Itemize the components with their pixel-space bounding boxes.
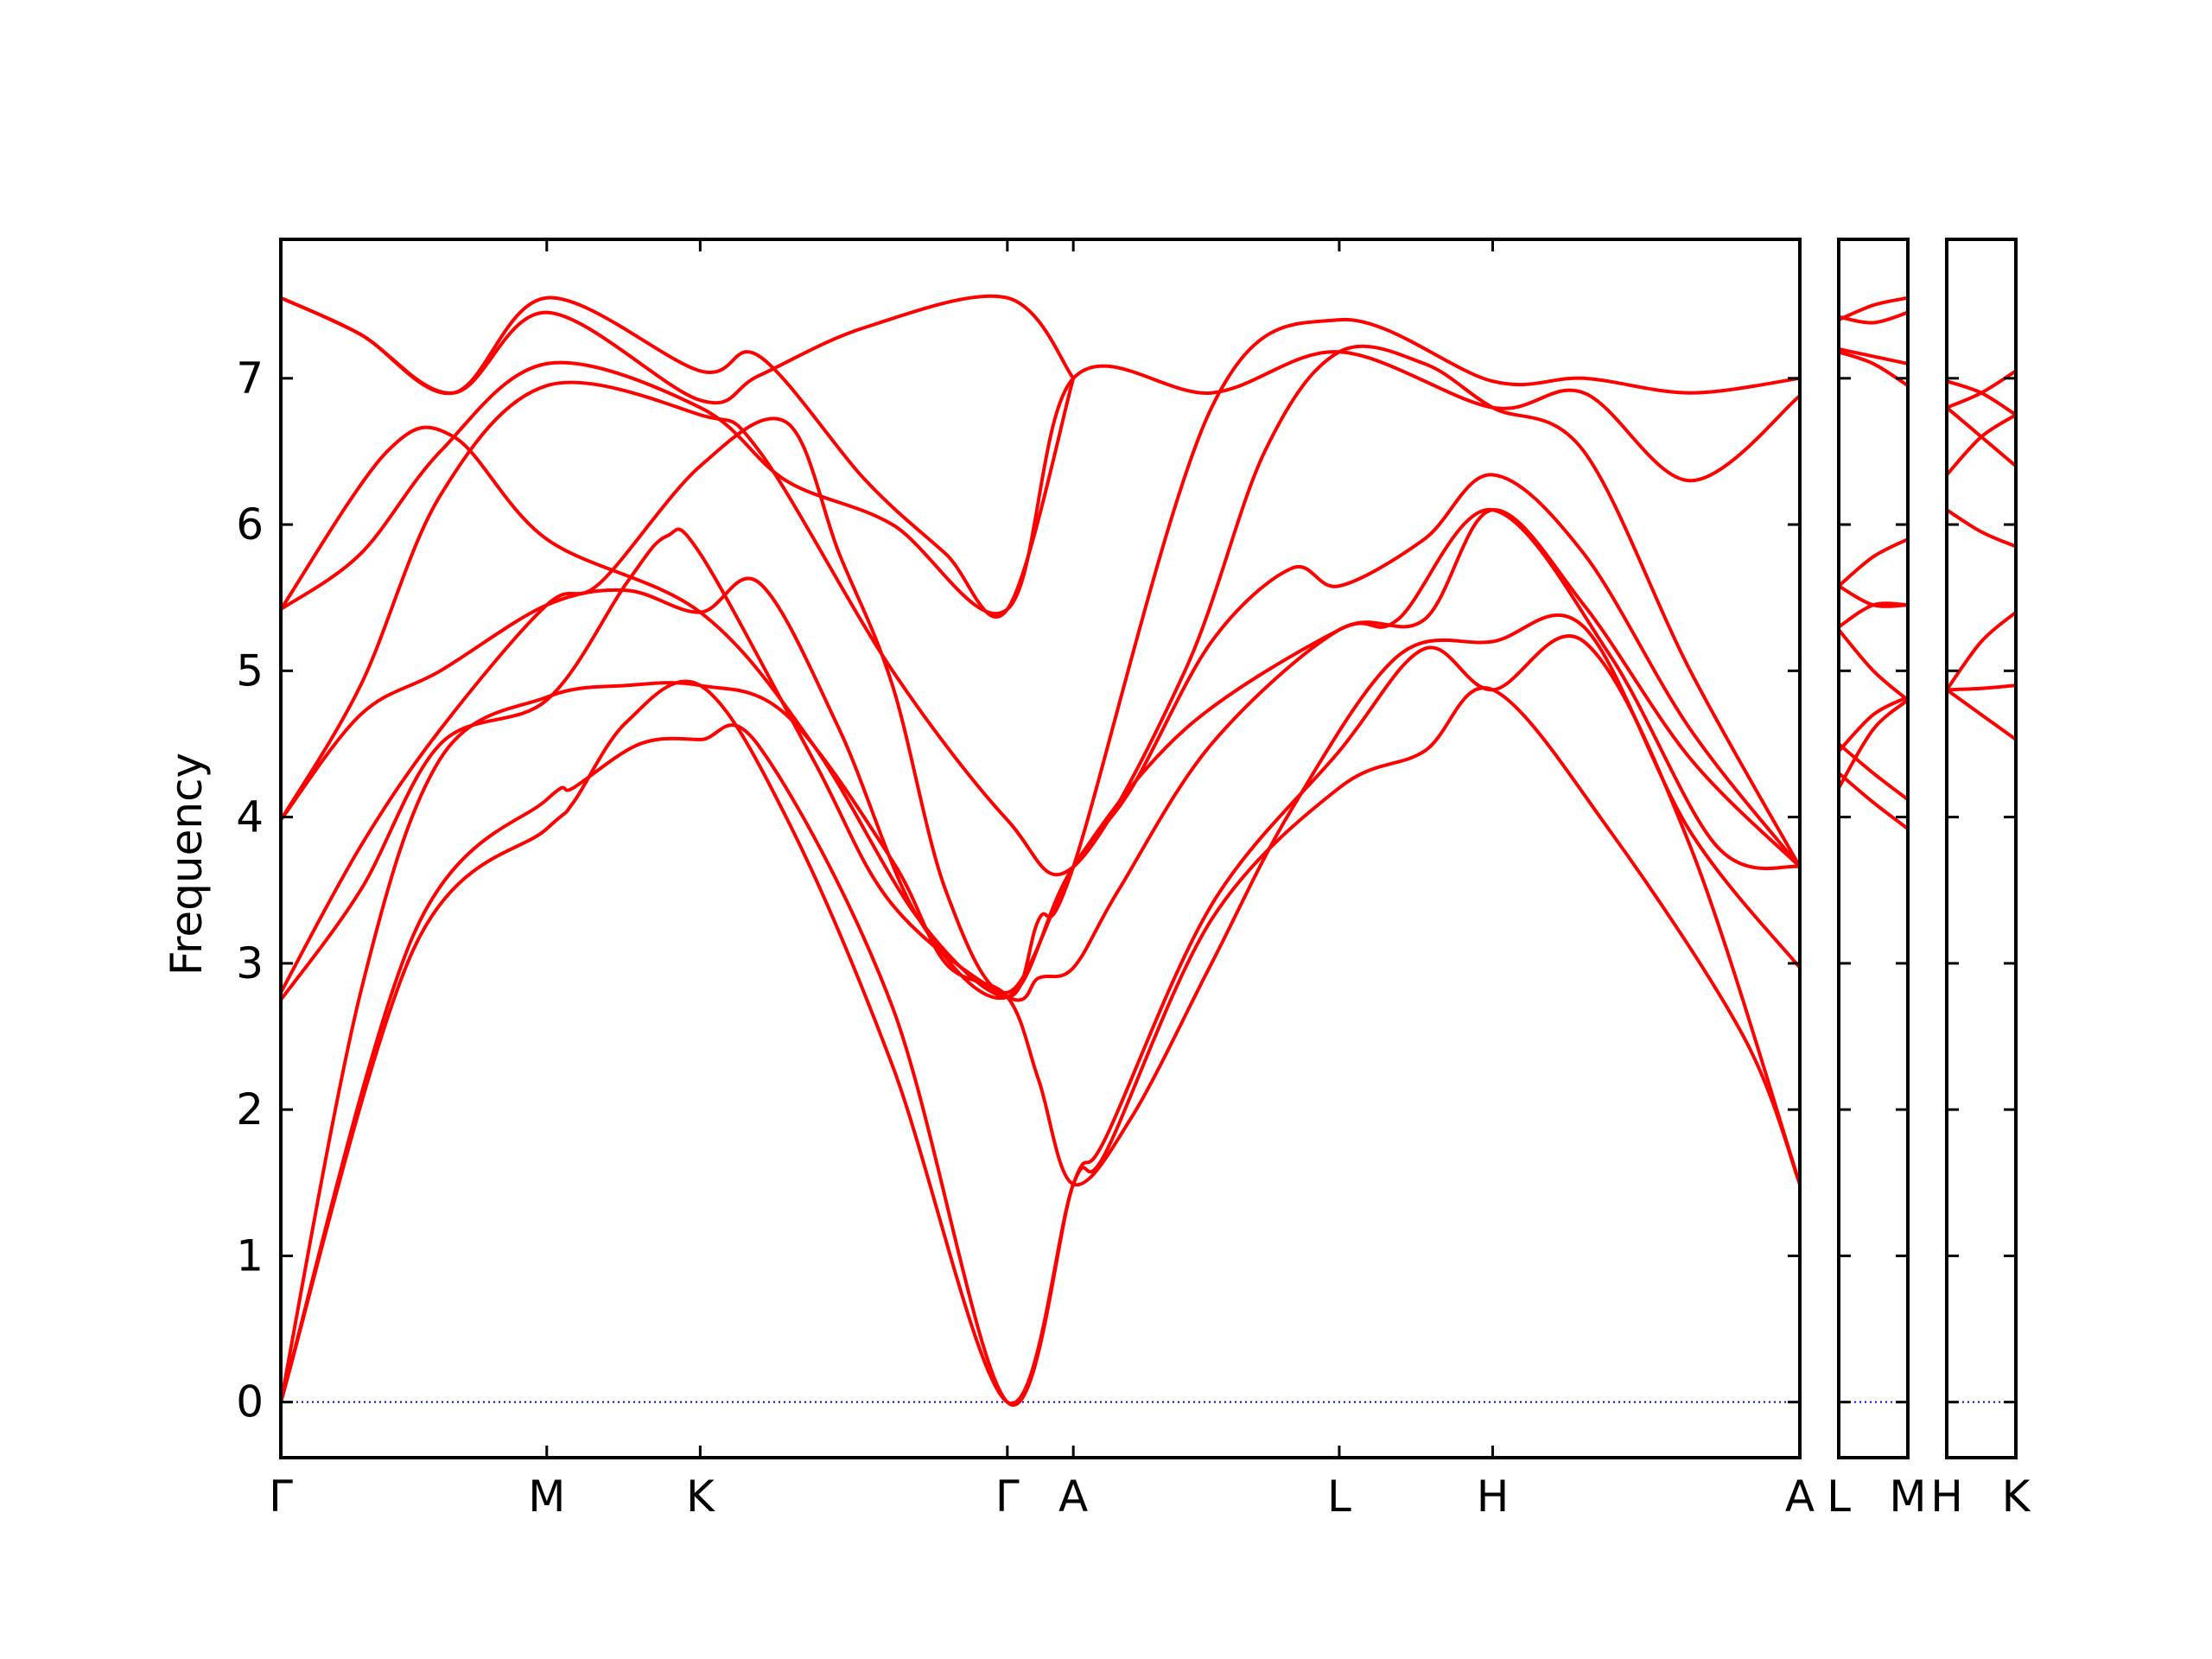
band-line-4 (1945, 508, 2018, 549)
band-line-8 (1945, 379, 2018, 417)
band-line-8 (1837, 584, 1910, 608)
band-line-2 (1837, 771, 1910, 831)
band-line-4 (279, 508, 1802, 1002)
band-line-11 (279, 294, 1076, 405)
band-line-12 (1837, 310, 1910, 325)
band-line-7 (279, 344, 1802, 877)
band-line-3 (1837, 742, 1910, 802)
band-line-8 (279, 350, 1802, 616)
x-tick-label-M: M (528, 1471, 565, 1522)
x-tick-label-L: L (1327, 1471, 1351, 1522)
band-line-7 (1945, 369, 2018, 410)
x-tick-label-A: A (1785, 1471, 1815, 1522)
x-tick-label-K: K (686, 1471, 715, 1522)
x-tick-label-M: M (1889, 1471, 1926, 1522)
x-tick-label-Γ: Γ (995, 1471, 1020, 1522)
band-line-6 (1945, 405, 2018, 468)
band-line-1 (1837, 698, 1910, 790)
panel-frame (1945, 238, 2018, 1459)
band-line-7 (1837, 537, 1910, 588)
x-tick-label-H: H (1930, 1471, 1963, 1522)
band-line-9 (1837, 350, 1910, 388)
band-line-3 (1945, 610, 2018, 692)
y-tick-label-6: 6 (236, 499, 264, 550)
band-line-2 (279, 634, 1802, 1407)
band-line-3 (279, 613, 1802, 1404)
y-tick-label-5: 5 (236, 645, 264, 696)
y-axis-label: Frequency (162, 753, 212, 976)
y-tick-label-3: 3 (236, 938, 264, 988)
band-line-10 (279, 296, 1076, 619)
y-tick-label-1: 1 (236, 1230, 264, 1281)
band-line-9 (279, 317, 1802, 999)
band-line-6 (279, 508, 1802, 1001)
band-line-5 (279, 416, 1802, 995)
y-tick-label-0: 0 (236, 1377, 264, 1427)
x-tick-label-A: A (1058, 1471, 1088, 1522)
x-tick-label-L: L (1827, 1471, 1851, 1522)
y-tick-label-4: 4 (236, 792, 264, 842)
x-tick-label-H: H (1477, 1471, 1510, 1522)
y-tick-label-7: 7 (236, 353, 264, 404)
band-line-1 (279, 679, 1802, 1406)
band-line-5 (1945, 413, 2018, 477)
x-tick-label-Γ: Γ (269, 1471, 293, 1522)
y-tick-label-2: 2 (236, 1084, 264, 1135)
band-line-5 (1837, 627, 1910, 702)
band-line-2 (1945, 688, 2018, 741)
x-tick-label-K: K (2002, 1471, 2031, 1522)
panel-frame (1837, 238, 1910, 1459)
band-line-4 (1837, 695, 1910, 753)
band-line-11 (1837, 296, 1910, 322)
panel-frame (279, 238, 1802, 1459)
band-line-10 (1837, 347, 1910, 365)
band-line-1 (1945, 683, 2018, 692)
